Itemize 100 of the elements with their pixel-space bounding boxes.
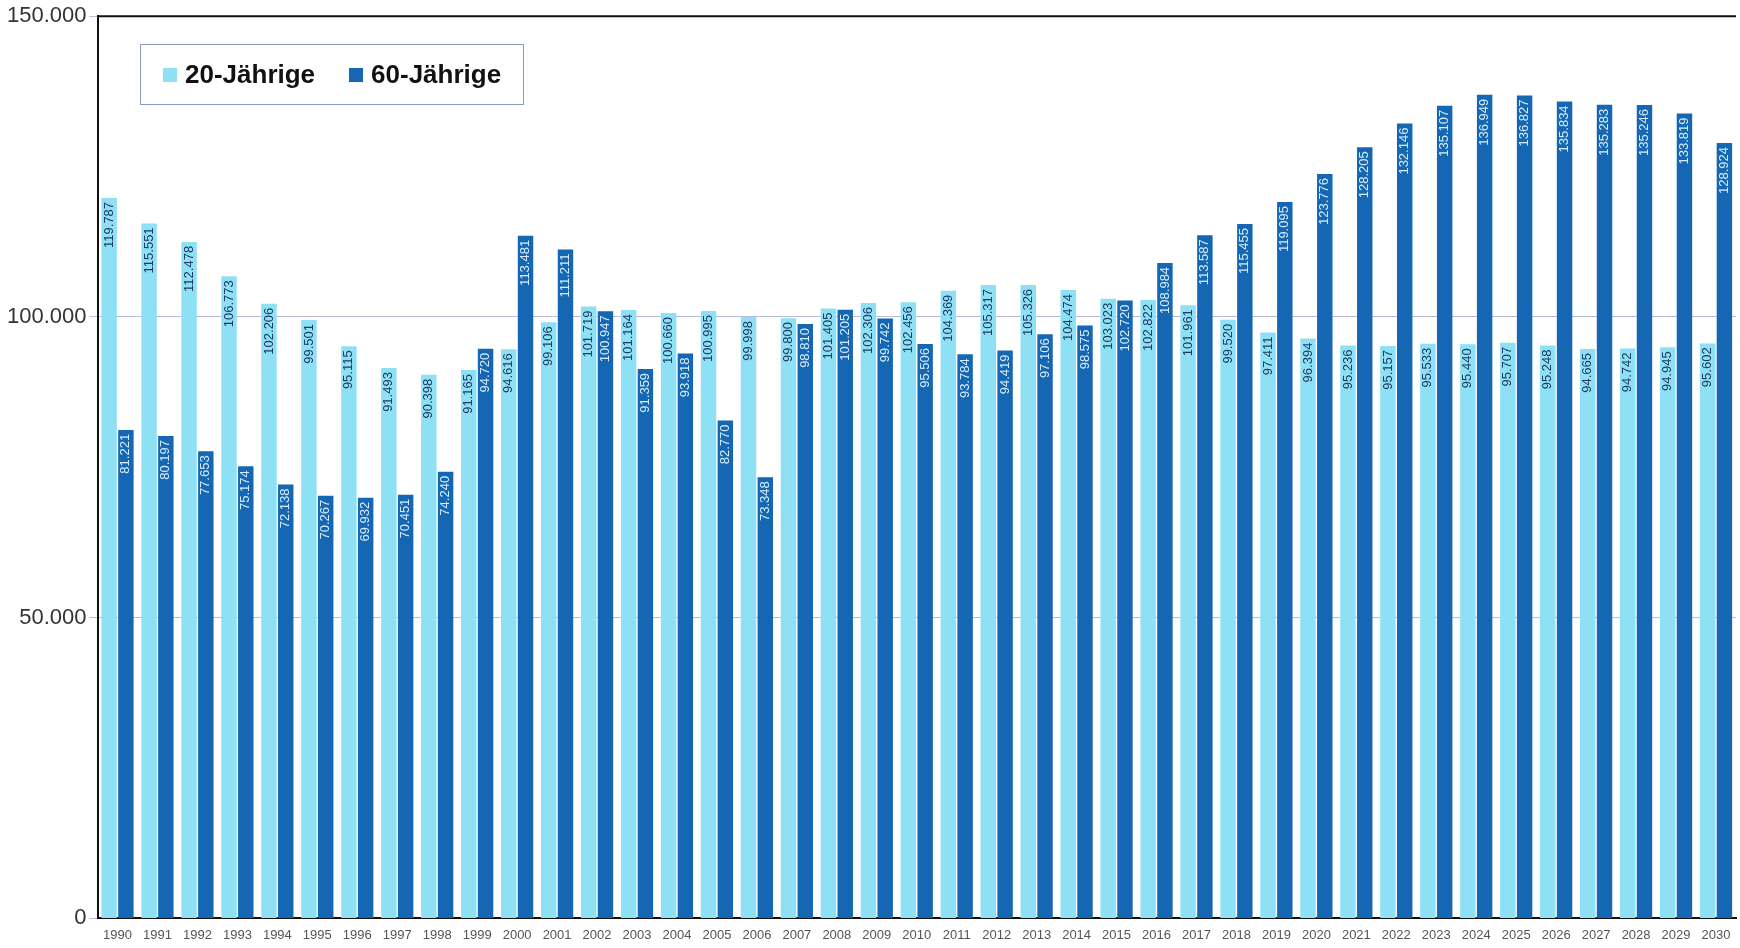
bar bbox=[1037, 334, 1053, 918]
data-label: 95.707 bbox=[1499, 346, 1515, 387]
data-label: 99.520 bbox=[1219, 323, 1235, 364]
bar bbox=[141, 223, 157, 918]
bar bbox=[1659, 347, 1676, 918]
x-tick-label: 2004 bbox=[662, 926, 692, 942]
data-label: 95.248 bbox=[1539, 349, 1555, 390]
x-tick-label: 2010 bbox=[902, 926, 932, 942]
bar bbox=[261, 303, 277, 918]
bar bbox=[1396, 123, 1413, 918]
data-label: 95.157 bbox=[1379, 350, 1395, 390]
x-tick-label: 1994 bbox=[262, 926, 292, 942]
x-tick-label: 1991 bbox=[143, 926, 172, 942]
bar bbox=[740, 316, 757, 918]
data-label: 104.369 bbox=[939, 294, 955, 342]
data-label: 102.306 bbox=[859, 307, 875, 355]
bar bbox=[980, 284, 997, 918]
data-label: 96.394 bbox=[1299, 342, 1315, 383]
bar bbox=[158, 436, 174, 918]
data-label: 70.451 bbox=[397, 498, 413, 539]
data-label: 135.246 bbox=[1636, 108, 1652, 156]
bar bbox=[1476, 94, 1493, 918]
bar bbox=[1340, 345, 1356, 918]
bar bbox=[238, 466, 254, 918]
bar bbox=[1180, 305, 1196, 918]
data-label: 77.653 bbox=[197, 455, 213, 496]
data-label: 95.506 bbox=[916, 347, 932, 388]
data-label: 102.720 bbox=[1116, 304, 1132, 352]
y-tick-label: 100.000 bbox=[6, 303, 87, 328]
x-tick-label: 2000 bbox=[502, 926, 532, 942]
bar bbox=[1317, 173, 1333, 918]
bar bbox=[780, 318, 797, 918]
x-tick-label: 1995 bbox=[302, 926, 332, 942]
data-label: 132.146 bbox=[1396, 127, 1412, 175]
bar bbox=[1077, 325, 1093, 918]
data-label: 123.776 bbox=[1316, 177, 1332, 225]
data-label: 80.197 bbox=[157, 440, 173, 480]
y-tick-label: 50.000 bbox=[19, 603, 87, 629]
data-label: 95.533 bbox=[1419, 347, 1435, 388]
bar bbox=[700, 310, 717, 918]
data-label: 75.174 bbox=[237, 470, 253, 511]
bar bbox=[1699, 343, 1716, 918]
bar bbox=[1237, 223, 1253, 918]
data-label: 128.924 bbox=[1715, 146, 1731, 194]
data-label: 95.602 bbox=[1699, 347, 1715, 388]
bar bbox=[877, 318, 893, 918]
x-tick-label: 1992 bbox=[182, 926, 212, 942]
data-label: 102.206 bbox=[260, 307, 276, 355]
data-label: 93.918 bbox=[676, 357, 692, 398]
data-label: 101.205 bbox=[836, 313, 852, 361]
data-label: 102.822 bbox=[1139, 303, 1155, 351]
data-label: 119.787 bbox=[100, 201, 116, 248]
bar bbox=[477, 348, 494, 918]
x-tick-label: 2019 bbox=[1261, 926, 1291, 942]
bar bbox=[677, 353, 694, 918]
data-label: 136.827 bbox=[1516, 99, 1532, 147]
bar bbox=[1540, 345, 1556, 918]
bar bbox=[317, 495, 334, 918]
x-tick-label: 2030 bbox=[1701, 926, 1731, 942]
y-tick-label: 0 bbox=[74, 904, 87, 930]
data-label: 95.115 bbox=[340, 350, 356, 390]
bar bbox=[900, 302, 917, 918]
data-label: 135.283 bbox=[1596, 108, 1612, 156]
bar bbox=[1157, 262, 1173, 918]
bar bbox=[1636, 104, 1653, 918]
data-label: 136.949 bbox=[1476, 98, 1492, 146]
bar bbox=[301, 319, 317, 918]
bar bbox=[1619, 348, 1636, 918]
data-label: 115.455 bbox=[1236, 227, 1252, 275]
bar bbox=[1220, 319, 1236, 918]
data-label: 112.478 bbox=[180, 245, 196, 292]
x-tick-label: 2003 bbox=[622, 926, 652, 942]
bar bbox=[118, 429, 134, 918]
x-tick-label: 2008 bbox=[822, 926, 852, 942]
x-tick-label: 2028 bbox=[1621, 926, 1651, 942]
x-tick-label: 2021 bbox=[1341, 926, 1371, 942]
x-tick-label: 2022 bbox=[1381, 926, 1411, 942]
bar bbox=[1197, 235, 1213, 918]
bar bbox=[517, 235, 534, 918]
bar bbox=[1676, 113, 1693, 918]
bar bbox=[421, 374, 437, 918]
bar bbox=[278, 484, 294, 918]
bar bbox=[101, 197, 117, 918]
data-label: 101.719 bbox=[580, 310, 596, 358]
data-label: 99.998 bbox=[740, 320, 756, 361]
data-label: 100.995 bbox=[700, 314, 716, 362]
x-tick-label: 2024 bbox=[1461, 926, 1491, 942]
x-tick-label: 2029 bbox=[1661, 926, 1691, 942]
data-label: 95.236 bbox=[1339, 349, 1355, 390]
data-label: 99.501 bbox=[300, 323, 316, 364]
x-tick-label: 2026 bbox=[1541, 926, 1571, 942]
bar bbox=[1100, 298, 1116, 918]
bar bbox=[341, 346, 357, 918]
x-tick-label: 2017 bbox=[1182, 926, 1211, 942]
bar bbox=[660, 312, 677, 918]
bar bbox=[597, 311, 614, 918]
y-tick-label: 150.000 bbox=[6, 2, 87, 28]
data-label: 111.211 bbox=[557, 253, 573, 298]
x-tick-label: 1998 bbox=[422, 926, 452, 942]
bar bbox=[837, 309, 853, 918]
